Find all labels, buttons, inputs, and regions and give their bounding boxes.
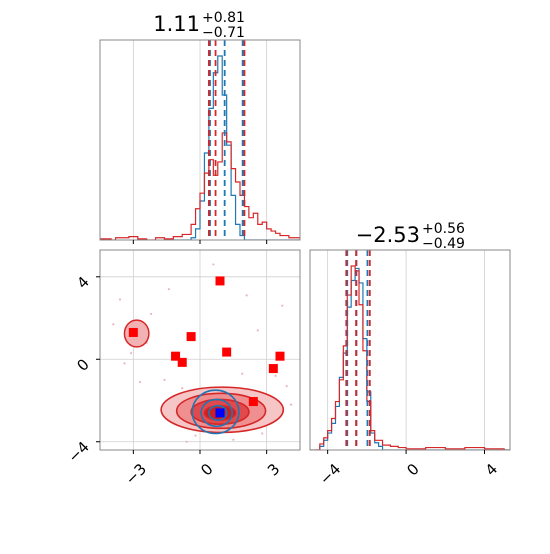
p2-red-square-4 (177, 357, 187, 367)
p2-scatter-point-7 (181, 387, 184, 390)
p2-content-group (112, 263, 293, 443)
p3-xtick-label: 0 (403, 460, 422, 479)
p2-blue-contour-1 (200, 398, 234, 428)
panel-bottom-right-histogram: −4 0 4 (309, 249, 511, 488)
p2-scatter-point-5 (123, 362, 126, 365)
p3-series-group (310, 265, 510, 450)
p2-red-square-1 (186, 332, 196, 342)
p3-frame (309, 249, 511, 451)
p2-blue-square (215, 408, 225, 418)
p2-scatter-point-9 (285, 384, 288, 388)
p1-title-sub: −0.71 (202, 25, 245, 41)
p2-ytick-label: 0 (73, 355, 92, 374)
p2-scatter-point-15 (245, 294, 248, 297)
p2-scatter-point-14 (212, 263, 215, 266)
p2-red-square-3 (171, 351, 181, 361)
panel-top-left-histogram (99, 39, 301, 244)
p2-scatter-point-6 (163, 378, 166, 381)
p2-red-square-2 (222, 347, 232, 357)
p3-title-sub: −0.49 (422, 236, 465, 252)
p2-red-square-7 (248, 397, 258, 407)
p3-hist-series-1 (310, 265, 510, 450)
p2-xtick-label: 3 (264, 460, 283, 479)
p3-xtick-label: 4 (482, 460, 501, 479)
p2-red-square-8 (128, 327, 138, 337)
p2-scatter-point-10 (261, 432, 264, 435)
p2-xtick-label: −3 (122, 460, 150, 488)
p3-title-main: −2.53 (356, 223, 420, 247)
p2-scatter-point-4 (130, 351, 133, 355)
p2-scatter-point-16 (167, 288, 170, 291)
p2-red-square-5 (275, 351, 285, 361)
p2-blue-contour-0 (191, 389, 240, 435)
p2-red-square-0 (215, 276, 225, 286)
p2-scatter-point-8 (274, 374, 277, 377)
p2-scatter-point-20 (290, 403, 293, 406)
p3-title-sup: +0.56 (422, 221, 465, 237)
p2-scatter-point-0 (118, 298, 122, 301)
p3-hist-series-0 (315, 267, 510, 450)
panel-bottom-left-2d: −3 0 3 −4 0 4 (64, 249, 301, 488)
p2-scatter-point-18 (185, 440, 188, 443)
p2-scatter-point-12 (241, 372, 244, 375)
p2-ytick-label: 4 (73, 273, 92, 292)
p2-scatter-point-22 (256, 329, 259, 332)
p2-ytick-label: −4 (64, 438, 92, 466)
p1-title-sup: +0.81 (202, 10, 245, 26)
p2-scatter-point-17 (281, 304, 284, 307)
p3-xtick-label: −4 (316, 460, 344, 488)
p2-scatter-point-13 (150, 312, 153, 316)
p2-red-square-6 (268, 364, 278, 374)
p2-blue-contour-2 (208, 404, 228, 421)
p1-title-main: 1.11 (153, 12, 200, 36)
p2-scatter-point-21 (138, 380, 142, 384)
p2-scatter-point-11 (194, 434, 197, 437)
p2-scatter-point-19 (232, 438, 235, 441)
p2-xtick-label: 0 (197, 460, 216, 479)
p2-scatter-point-1 (112, 323, 115, 326)
p1-hist-series-0 (173, 55, 300, 240)
